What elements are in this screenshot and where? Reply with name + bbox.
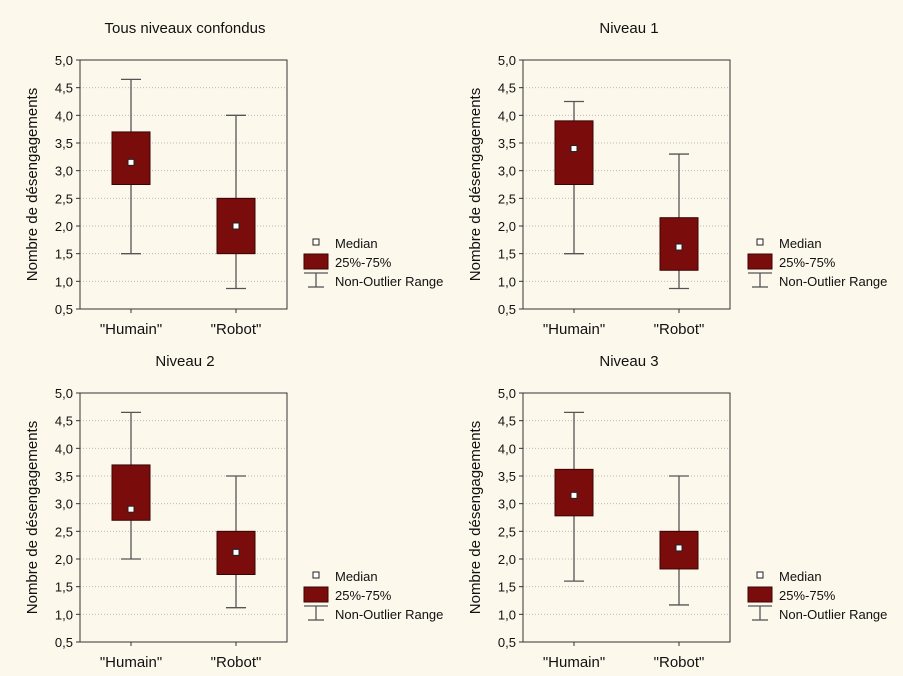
y-tick-label: 2,5 bbox=[55, 191, 73, 206]
legend-median-icon bbox=[312, 571, 320, 579]
chart-panel: Tous niveaux confondus 0,5 1,0 1,5 2,0 2,5 3,0… bbox=[24, 20, 443, 338]
y-tick-label: 5,0 bbox=[498, 53, 516, 68]
legend-median-icon bbox=[756, 238, 764, 246]
y-tick-label: 3,0 bbox=[55, 497, 73, 512]
legend-median-icon bbox=[756, 571, 764, 579]
y-tick-label: 4,5 bbox=[498, 81, 516, 96]
y-tick-label: 3,0 bbox=[498, 164, 516, 179]
plot-frame bbox=[522, 392, 731, 643]
median-marker bbox=[570, 145, 578, 153]
y-tick-label: 3,5 bbox=[498, 469, 516, 484]
y-tick-label: 0,5 bbox=[498, 635, 516, 650]
y-tick-label: 3,0 bbox=[498, 497, 516, 512]
legend-range-label: Non-Outlier Range bbox=[779, 274, 887, 289]
legend-median-label: Median bbox=[335, 236, 378, 251]
y-tick-label: 1,0 bbox=[55, 607, 73, 622]
x-tick-label: "Robot" bbox=[654, 321, 705, 338]
y-tick-label: 5,0 bbox=[498, 386, 516, 401]
legend-box-icon bbox=[303, 586, 329, 603]
median-marker bbox=[675, 243, 683, 251]
y-tick-label: 4,0 bbox=[55, 108, 73, 123]
y-tick-label: 5,0 bbox=[55, 53, 73, 68]
median-marker bbox=[675, 544, 683, 552]
legend-box-icon bbox=[303, 253, 329, 270]
y-tick-label: 1,0 bbox=[498, 274, 516, 289]
legend: Median 25%-75% Non-Outlier Range bbox=[303, 569, 443, 622]
y-tick-label: 4,5 bbox=[55, 81, 73, 96]
y-tick-label: 2,0 bbox=[55, 552, 73, 567]
y-tick-label: 4,5 bbox=[498, 414, 516, 429]
y-tick-label: 4,5 bbox=[55, 414, 73, 429]
chart-title: Niveau 2 bbox=[155, 353, 214, 370]
y-tick-label: 2,0 bbox=[498, 219, 516, 234]
legend-box-icon bbox=[747, 586, 773, 603]
y-tick-label: 1,5 bbox=[498, 247, 516, 262]
median-marker bbox=[127, 505, 135, 513]
chart-panel: Niveau 2 0,5 1,0 1,5 2,0 2,5 3,0 3,5 4,0 4,5 5,0 No… bbox=[24, 353, 443, 671]
chart-title: Niveau 3 bbox=[599, 353, 658, 370]
y-axis-label: Nombre de désengagements bbox=[467, 88, 484, 281]
chart-title: Niveau 1 bbox=[599, 20, 658, 37]
y-tick-label: 4,0 bbox=[55, 441, 73, 456]
y-tick-label: 0,5 bbox=[55, 635, 73, 650]
y-tick-label: 1,0 bbox=[498, 607, 516, 622]
median-marker bbox=[570, 491, 578, 499]
legend-box-label: 25%-75% bbox=[335, 255, 392, 270]
legend-range-label: Non-Outlier Range bbox=[335, 274, 443, 289]
y-tick-label: 4,0 bbox=[498, 108, 516, 123]
y-tick-label: 4,0 bbox=[498, 441, 516, 456]
y-tick-label: 1,5 bbox=[55, 580, 73, 595]
iqr-box bbox=[111, 131, 151, 185]
median-marker bbox=[127, 158, 135, 166]
chart-panel: Niveau 3 0,5 1,0 1,5 2,0 2,5 3,0 3,5 4,0 4,5 5,0 No… bbox=[467, 353, 887, 671]
y-axis-label: Nombre de désengagements bbox=[24, 88, 41, 281]
y-tick-label: 5,0 bbox=[55, 386, 73, 401]
legend: Median 25%-75% Non-Outlier Range bbox=[303, 236, 443, 289]
legend-median-label: Median bbox=[779, 236, 822, 251]
plot-frame bbox=[79, 392, 288, 643]
x-tick-label: "Humain" bbox=[543, 321, 605, 338]
legend-median-icon bbox=[312, 238, 320, 246]
y-tick-label: 3,0 bbox=[55, 164, 73, 179]
chart-title: Tous niveaux confondus bbox=[105, 20, 266, 37]
y-tick-label: 2,5 bbox=[498, 191, 516, 206]
legend-range-label: Non-Outlier Range bbox=[335, 607, 443, 622]
y-tick-label: 3,5 bbox=[55, 136, 73, 151]
legend-range-label: Non-Outlier Range bbox=[779, 607, 887, 622]
y-axis-label: Nombre de désengagements bbox=[24, 421, 41, 614]
y-tick-label: 3,5 bbox=[498, 136, 516, 151]
plot-frame bbox=[79, 59, 288, 310]
y-tick-label: 2,5 bbox=[498, 524, 516, 539]
x-tick-label: "Robot" bbox=[211, 321, 262, 338]
iqr-box bbox=[554, 120, 594, 186]
legend: Median 25%-75% Non-Outlier Range bbox=[747, 236, 887, 289]
x-tick-label: "Humain" bbox=[543, 654, 605, 671]
y-tick-label: 1,5 bbox=[55, 247, 73, 262]
plot-frame bbox=[522, 59, 731, 310]
y-tick-label: 1,5 bbox=[498, 580, 516, 595]
chart-panel: Niveau 1 0,5 1,0 1,5 2,0 2,5 3,0 3,5 4,0 4,5 5,0 No… bbox=[467, 20, 887, 338]
y-tick-label: 2,5 bbox=[55, 524, 73, 539]
legend-box-label: 25%-75% bbox=[335, 588, 392, 603]
median-marker bbox=[232, 548, 240, 556]
y-tick-label: 0,5 bbox=[55, 302, 73, 317]
legend-box-label: 25%-75% bbox=[779, 255, 836, 270]
x-tick-label: "Humain" bbox=[100, 654, 162, 671]
y-tick-label: 3,5 bbox=[55, 469, 73, 484]
y-tick-label: 1,0 bbox=[55, 274, 73, 289]
legend-box-label: 25%-75% bbox=[779, 588, 836, 603]
legend-box-icon bbox=[747, 253, 773, 270]
y-tick-label: 2,0 bbox=[55, 219, 73, 234]
x-tick-label: "Robot" bbox=[654, 654, 705, 671]
legend-median-label: Median bbox=[335, 569, 378, 584]
legend-median-label: Median bbox=[779, 569, 822, 584]
median-marker bbox=[232, 222, 240, 230]
x-tick-label: "Humain" bbox=[100, 321, 162, 338]
y-axis-label: Nombre de désengagements bbox=[467, 421, 484, 614]
y-tick-label: 0,5 bbox=[498, 302, 516, 317]
legend: Median 25%-75% Non-Outlier Range bbox=[747, 569, 887, 622]
y-tick-label: 2,0 bbox=[498, 552, 516, 567]
x-tick-label: "Robot" bbox=[211, 654, 262, 671]
